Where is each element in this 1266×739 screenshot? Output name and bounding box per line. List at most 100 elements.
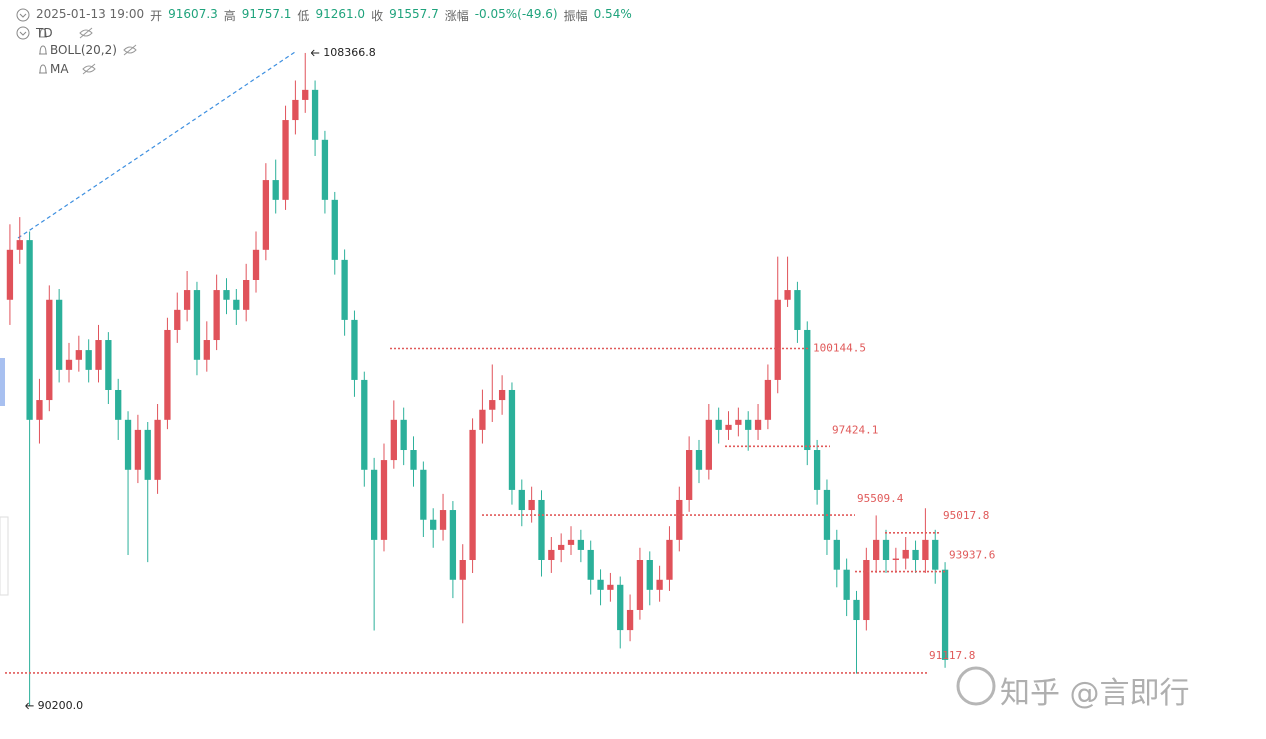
candle-body [16,240,23,250]
candle-body [46,299,53,401]
candle-body [311,89,319,140]
candle-body [833,539,840,570]
candle-body [144,429,151,480]
candle-body [548,549,555,561]
candle-body [410,450,417,470]
candle-body [735,419,742,425]
indicator: MA [50,62,69,76]
candle-body [105,340,112,390]
candle-body [577,539,585,550]
field-value: 91607.3 [168,7,218,21]
edge-handle [0,358,5,406]
level-label: 93937.6 [949,549,995,562]
candle-body [233,299,240,310]
candle-body [902,549,909,559]
bell-icon[interactable] [39,45,47,55]
candle-body [794,290,801,330]
candle-body [695,450,703,470]
candle-body [351,319,358,380]
bell-icon[interactable] [39,64,47,74]
candle-body [370,469,378,540]
field-value: 91557.7 [389,7,439,21]
indicator: TD [36,26,53,40]
candle-body [607,584,614,590]
candle-body [489,400,496,410]
field-value: 0.54% [593,7,632,21]
candle-body [341,259,348,320]
collapse-icon[interactable] [16,8,30,22]
field-label: 振幅 [563,9,588,23]
candle-body [390,419,397,461]
candle-body [420,469,427,520]
candle-body [932,539,939,570]
ohlc-header: 2025-01-13 19:00 开 91607.3 高 91757.1 低 91261.… [36,7,632,24]
candle-body [223,290,230,300]
level-label: 100144.5 [813,341,866,354]
candle-body [587,549,594,580]
candle-body [55,299,63,370]
eye-icon[interactable] [79,27,137,75]
candle-body [203,340,210,360]
candle-body [745,419,752,430]
candle-body [134,429,142,470]
candle-body [518,489,525,511]
candle-body [439,510,447,530]
candle-body [597,579,604,590]
candle-body [764,379,772,420]
candle-body [213,290,220,341]
field-label: 开 [150,9,163,23]
candle-body [193,290,201,360]
level-label: 91117.8 [929,649,975,662]
candle-body [331,199,338,260]
watermark: 知乎 @言即行 [1000,676,1190,711]
candle-body [882,539,890,561]
candle-body [262,180,270,250]
candle-body [715,419,722,430]
candle-body [174,309,181,330]
collapse-icon[interactable] [16,26,30,40]
candle-body [843,569,850,600]
candle-body [912,549,919,561]
arrow [310,49,320,57]
candle-body [508,389,516,490]
candle-body [656,579,663,590]
candle-body [400,419,407,451]
candle-body [469,429,476,561]
field-label: 收 [371,9,384,23]
field-label: 低 [297,9,310,23]
field-label: 涨幅 [444,9,469,23]
candle-body [676,499,683,540]
candle-body [666,539,673,580]
candle-body [725,424,732,430]
candle-body [685,450,693,500]
candle-body [26,240,33,420]
candle-body [636,560,644,610]
candle-body [115,389,122,420]
candle-body [646,560,653,590]
candle-body [941,569,949,660]
collapse-icon [19,31,27,36]
candle-body [498,389,506,401]
field-value: -0.05%(-49.6) [474,7,558,21]
low-label: 90200.0 [38,699,84,712]
candle-body [528,499,535,511]
candle-body [558,544,565,550]
candle-body [459,560,466,580]
candle-body [853,599,860,621]
candle-body [95,340,102,370]
candle-body [75,350,82,360]
candle-body [380,460,388,540]
high-label: 108366.8 [323,46,376,59]
candle-body [804,329,811,451]
candle-body [567,539,575,545]
bell-icon[interactable] [39,28,47,38]
watermark-logo [956,666,996,706]
candle-body [892,558,900,561]
candle-body [243,280,250,310]
candle-body [321,139,329,200]
candle-body [164,329,171,420]
candle-body [302,89,309,100]
candle-body [479,409,486,430]
